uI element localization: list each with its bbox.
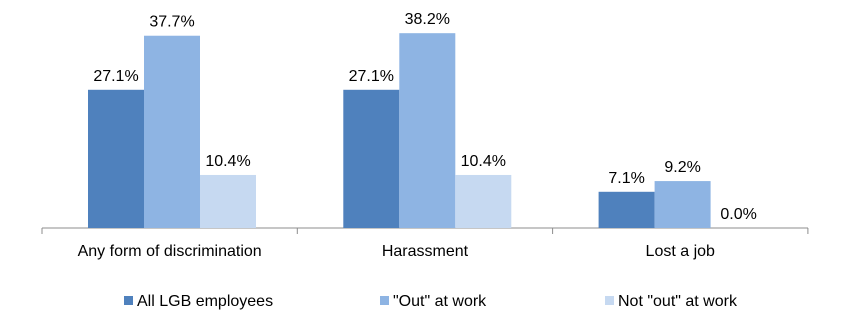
legend-swatch [124,296,133,305]
bar [144,35,200,229]
bar [654,181,711,228]
legend-label: "Out" at work [393,293,487,310]
data-label: 0.0% [720,206,756,223]
category-label: Any form of discrimination [78,243,262,260]
category-label: Harassment [382,243,469,260]
data-label: 37.7% [149,14,194,31]
bar [343,89,400,228]
data-label: 9.2% [664,159,700,176]
data-label: 10.4% [205,153,250,170]
legend-swatch [605,296,614,305]
data-label: 38.2% [405,11,450,28]
bar [88,89,144,228]
bar [200,174,256,228]
data-label: 27.1% [93,68,138,85]
bar [598,191,655,228]
legend-label: Not "out" at work [618,293,738,310]
legend-swatch [380,296,389,305]
bar [399,33,456,229]
bar [455,174,512,228]
category-label: Lost a job [646,243,715,260]
data-label: 10.4% [461,153,506,170]
data-label: 27.1% [349,68,394,85]
legend-label: All LGB employees [137,293,273,310]
data-label: 7.1% [608,170,644,187]
